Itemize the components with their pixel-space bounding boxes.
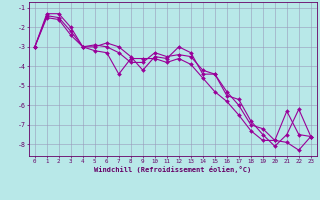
X-axis label: Windchill (Refroidissement éolien,°C): Windchill (Refroidissement éolien,°C) bbox=[94, 166, 252, 173]
